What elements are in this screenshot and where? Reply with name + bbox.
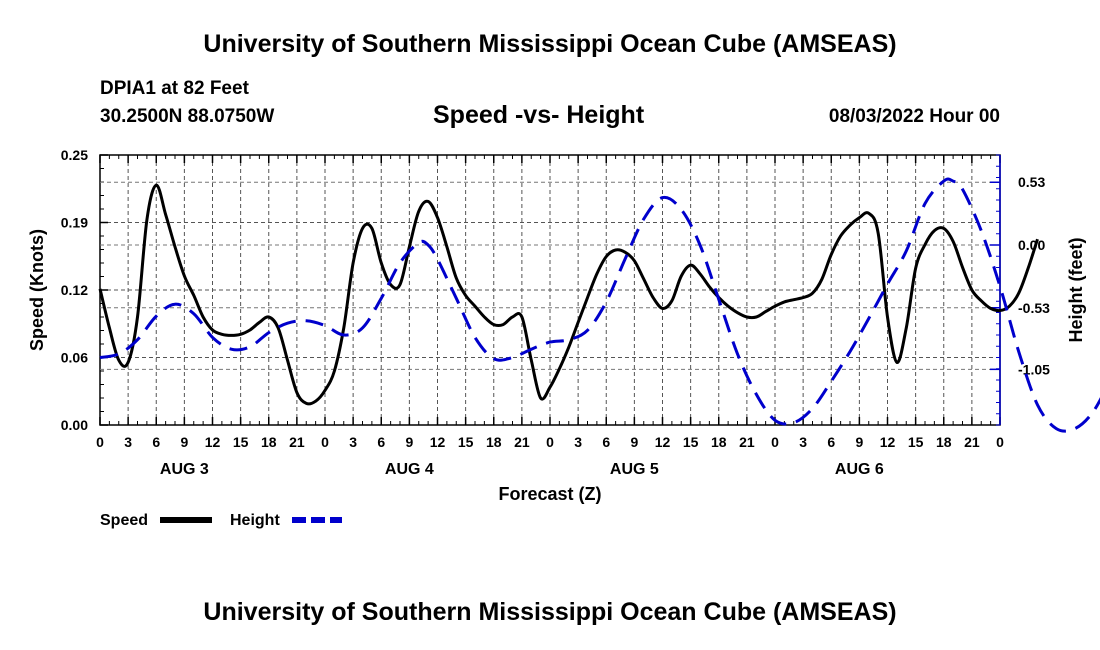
x-day-label: AUG 3	[160, 461, 209, 478]
chart-title-footer: University of Southern Mississippi Ocean…	[203, 598, 897, 626]
legend: Speed Height	[100, 512, 342, 529]
x-tick-label: 3	[124, 434, 132, 450]
x-tick-label: 12	[430, 434, 446, 450]
x-tick-label: 18	[486, 434, 502, 450]
x-tick-label: 9	[405, 434, 413, 450]
chart-title: University of Southern Mississippi Ocean…	[203, 30, 897, 58]
x-tick-label: 9	[180, 434, 188, 450]
x-tick-label: 0	[546, 434, 554, 450]
legend-label-speed: Speed	[100, 512, 148, 529]
x-tick-label: 21	[514, 434, 530, 450]
y-tick-label: 0.00	[61, 417, 88, 433]
x-tick-label: 9	[855, 434, 863, 450]
chart-subtitle: Speed -vs- Height	[433, 101, 645, 129]
y-axis-title: Speed (Knots)	[27, 229, 47, 351]
x-tick-label: 6	[602, 434, 610, 450]
y-tick-label: 0.19	[61, 215, 88, 231]
x-tick-label: 15	[233, 434, 249, 450]
x-tick-label: 9	[630, 434, 638, 450]
x-tick-label: 0	[771, 434, 779, 450]
series-line-speed	[98, 183, 1039, 406]
x-tick-label: 3	[349, 434, 357, 450]
x-tick-label: 0	[96, 434, 104, 450]
legend-label-height: Height	[230, 512, 280, 529]
x-day-label: AUG 5	[610, 461, 659, 478]
x-tick-label: 15	[458, 434, 474, 450]
x-tick-label: 3	[574, 434, 582, 450]
y-tick-label: 0.12	[61, 282, 88, 298]
x-tick-label: 18	[936, 434, 952, 450]
y2-tick-label: 0.00	[1018, 237, 1045, 253]
x-tick-label: 6	[377, 434, 385, 450]
x-tick-label: 15	[908, 434, 924, 450]
x-tick-label: 3	[799, 434, 807, 450]
y2-axis-title: Height (feet)	[1066, 238, 1086, 343]
y2-tick-label: -1.05	[1018, 361, 1050, 377]
x-tick-label: 12	[205, 434, 221, 450]
x-tick-label: 18	[711, 434, 727, 450]
y2-tick-label: -0.53	[1018, 300, 1050, 316]
x-tick-label: 6	[827, 434, 835, 450]
x-day-label: AUG 4	[385, 461, 434, 478]
station-coordinates: 30.2500N 88.0750W	[100, 106, 275, 127]
x-tick-label: 6	[152, 434, 160, 450]
x-tick-label: 12	[655, 434, 671, 450]
x-tick-label: 21	[964, 434, 980, 450]
x-tick-label: 15	[683, 434, 699, 450]
y-tick-label: 0.06	[61, 350, 88, 366]
forecast-date: 08/03/2022 Hour 00	[828, 106, 1000, 127]
station-label: DPIA1 at 82 Feet	[100, 78, 249, 99]
x-tick-label: 0	[321, 434, 329, 450]
x-day-label: AUG 6	[835, 461, 884, 478]
x-tick-label: 18	[261, 434, 277, 450]
x-tick-label: 0	[996, 434, 1004, 450]
x-tick-label: 12	[880, 434, 896, 450]
x-tick-label: 21	[289, 434, 305, 450]
y2-tick-label: 0.53	[1018, 174, 1045, 190]
y-tick-label: 0.25	[61, 147, 88, 163]
x-axis-title: Forecast (Z)	[498, 484, 601, 504]
series-line-height	[99, 177, 1100, 433]
x-tick-label: 21	[739, 434, 755, 450]
